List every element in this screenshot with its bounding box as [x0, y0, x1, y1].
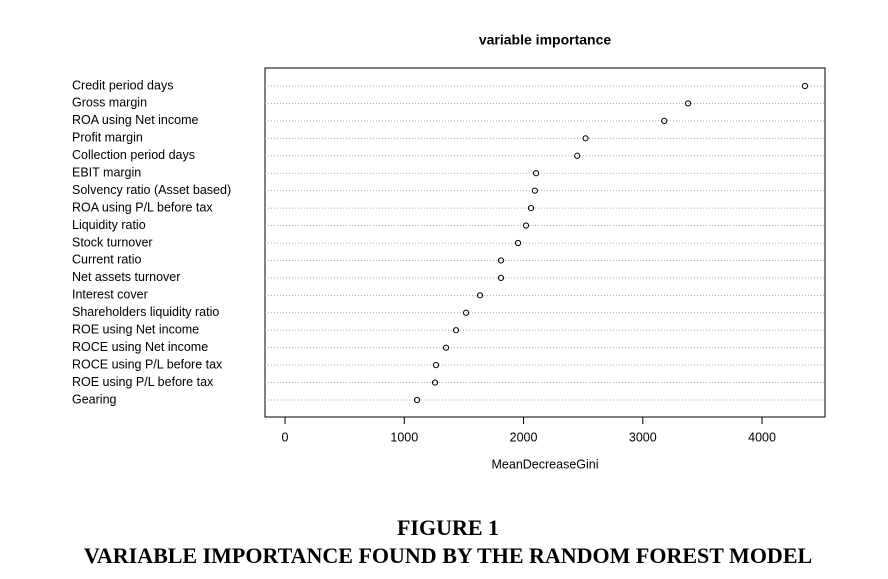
dot: [497, 274, 505, 281]
y-tick-label: ROA using Net income: [72, 113, 198, 127]
y-tick-label: ROA using P/L before tax: [72, 200, 213, 214]
y-tick-label: Interest cover: [72, 288, 148, 302]
dot: [413, 396, 421, 404]
x-tick-label: 1000: [390, 430, 418, 444]
dot: [527, 205, 535, 212]
y-tick-label: Stock turnover: [72, 235, 153, 249]
x-tick-label: 3000: [629, 430, 657, 444]
y-tick-label: ROE using Net income: [72, 323, 199, 337]
y-tick-label: ROCE using P/L before tax: [72, 357, 223, 371]
dot: [801, 82, 809, 90]
dot: [661, 117, 668, 124]
dot: [452, 327, 460, 334]
y-tick-label: Solvency ratio (Asset based): [72, 183, 231, 197]
dot: [462, 309, 470, 316]
dot: [431, 379, 439, 386]
x-tick-label: 0: [282, 430, 289, 444]
x-axis-label: MeanDecreaseGini: [492, 457, 599, 471]
dot: [582, 135, 589, 142]
x-tick-label: 4000: [748, 430, 776, 444]
dot: [685, 100, 692, 107]
dot: [476, 292, 484, 299]
y-tick-label: Credit period days: [72, 78, 173, 92]
figure-label: FIGURE 1: [397, 515, 499, 540]
chart-title: variable importance: [479, 32, 611, 48]
dot: [574, 152, 581, 159]
x-tick-label: 2000: [510, 430, 538, 444]
dot: [531, 187, 538, 194]
y-tick-label: ROCE using Net income: [72, 340, 208, 354]
y-tick-label: Profit margin: [72, 131, 143, 145]
dot: [514, 239, 522, 247]
y-tick-label: Liquidity ratio: [72, 218, 146, 232]
y-tick-label: Net assets turnover: [72, 270, 180, 284]
y-tick-label: Collection period days: [72, 148, 195, 162]
dot: [497, 257, 505, 264]
figure-caption: VARIABLE IMPORTANCE FOUND BY THE RANDOM …: [84, 543, 812, 568]
y-tick-label: ROE using P/L before tax: [72, 375, 214, 389]
y-tick-label: EBIT margin: [72, 166, 141, 180]
dot: [522, 222, 530, 229]
y-tick-label: Current ratio: [72, 253, 142, 267]
dot: [442, 344, 450, 351]
y-tick-label: Gross margin: [72, 96, 147, 110]
y-tick-label: Gearing: [72, 392, 117, 406]
dot: [532, 170, 540, 177]
y-tick-label: Shareholders liquidity ratio: [72, 305, 219, 319]
dot: [432, 362, 440, 369]
